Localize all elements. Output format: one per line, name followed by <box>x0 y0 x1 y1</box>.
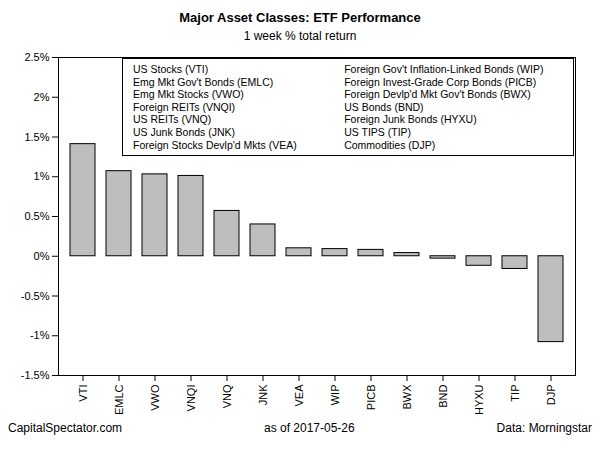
svg-text:0.5%: 0.5% <box>24 210 49 222</box>
html-text:US Stocks (VTI): US Stocks (VTI) <box>133 63 209 75</box>
svg-text:-1%: -1% <box>30 329 50 341</box>
svg-text:EMLC: EMLC <box>113 384 125 415</box>
html-text:CapitalSpectator.com: CapitalSpectator.com <box>8 421 123 435</box>
html-text:Emg Mkt Stocks (VWO): Emg Mkt Stocks (VWO) <box>133 88 244 101</box>
html-text:Foreign Stocks Devlp'd Mkts (V: Foreign Stocks Devlp'd Mkts (VEA) <box>133 138 297 151</box>
svg-text:VWO: VWO <box>149 384 161 411</box>
svg-text:-0.5%: -0.5% <box>21 290 50 302</box>
svg-text:-1.5%: -1.5% <box>21 369 50 381</box>
svg-text:VTI: VTI <box>77 385 89 402</box>
html-text:Foreign Devlp'd Mkt Gov't Bond: Foreign Devlp'd Mkt Gov't Bonds (BWX) <box>344 88 531 101</box>
svg-text:DJP: DJP <box>545 385 557 406</box>
html-text:US Junk Bonds (JNK): US Junk Bonds (JNK) <box>133 126 236 138</box>
html-text:Foreign REITs (VNQI): Foreign REITs (VNQI) <box>133 100 236 113</box>
html-text:Foreign Junk Bonds (HYXU): Foreign Junk Bonds (HYXU) <box>344 113 477 126</box>
svg-text:VNQI: VNQI <box>185 385 197 412</box>
html-text:US REITs (VNQ): US REITs (VNQ) <box>133 113 212 126</box>
html-text:Data: Morningstar: Data: Morningstar <box>496 421 592 435</box>
svg-text:0%: 0% <box>34 250 50 262</box>
html-text:1 week % total return: 1 week % total return <box>243 29 357 43</box>
svg-text:1.5%: 1.5% <box>24 131 49 143</box>
html-text:US Bonds (BND): US Bonds (BND) <box>344 100 424 113</box>
html-text:Foreign Invest-Grade Corp Bond: Foreign Invest-Grade Corp Bonds (PICB) <box>344 75 537 88</box>
svg-text:TIP: TIP <box>509 385 521 402</box>
svg-text:1%: 1% <box>34 170 50 182</box>
html-text:US TIPS (TIP): US TIPS (TIP) <box>344 126 412 138</box>
svg-text:JNK: JNK <box>257 384 269 405</box>
html-text:Emg Mkt Gov't Bonds (EMLC): Emg Mkt Gov't Bonds (EMLC) <box>133 75 274 88</box>
html-text:Major Asset Classes: ETF Perfo: Major Asset Classes: ETF Performance <box>179 10 421 25</box>
svg-text:BND: BND <box>437 384 449 407</box>
svg-text:WIP: WIP <box>329 385 341 406</box>
html-text:as of 2017-05-26: as of 2017-05-26 <box>264 421 355 435</box>
svg-text:2%: 2% <box>34 91 50 103</box>
svg-text:BWX: BWX <box>401 384 413 410</box>
svg-text:HYXU: HYXU <box>473 384 485 415</box>
svg-text:VNQ: VNQ <box>221 384 233 408</box>
svg-text:VEA: VEA <box>293 384 305 407</box>
svg-text:2.5%: 2.5% <box>24 51 49 63</box>
html-text:Commodities (DJP): Commodities (DJP) <box>344 138 436 151</box>
svg-text:PICB: PICB <box>365 385 377 411</box>
html-text:Foreign Gov't Inflation-Linked: Foreign Gov't Inflation-Linked Bonds (WI… <box>344 63 544 75</box>
